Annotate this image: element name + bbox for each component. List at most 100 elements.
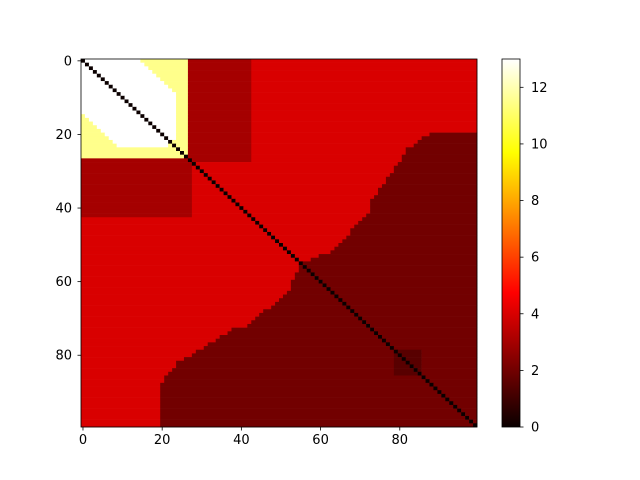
y-tick-label: 0 (64, 54, 72, 69)
heatmap-cell-run (267, 231, 272, 236)
heatmap-cell-run (81, 243, 280, 247)
heatmap-cell-run (187, 88, 252, 93)
heatmap-cell-run (350, 231, 478, 236)
heatmap-cell-run (176, 114, 189, 119)
heatmap-cell-run (176, 125, 189, 130)
heatmap-cell-run (81, 187, 193, 192)
heatmap-cell-run (81, 103, 129, 108)
heatmap-cell-run (112, 88, 117, 93)
heatmap-cell-run (81, 176, 193, 181)
heatmap-cell-run (421, 360, 478, 365)
heatmap-cell-run (290, 283, 323, 288)
heatmap-cell-run (81, 390, 161, 395)
heatmap-cell-run (187, 136, 252, 141)
heatmap-cell-run (441, 390, 478, 395)
heatmap-cell-run (409, 364, 414, 369)
heatmap-cell-run (401, 353, 422, 358)
heatmap-cell-run (251, 114, 478, 119)
heatmap-cell-run (136, 106, 177, 111)
heatmap-cell-run (81, 412, 161, 417)
heatmap-cell-run (251, 84, 478, 89)
heatmap-cell-run (397, 162, 478, 167)
heatmap-cell-run (405, 147, 478, 152)
heatmap-cell-run (176, 95, 189, 100)
heatmap-cell-run (191, 165, 197, 170)
heatmap-cell-run (203, 173, 209, 178)
heatmap-cell-run (92, 121, 149, 126)
heatmap-cell-run (187, 114, 252, 119)
heatmap-cell-run (306, 265, 478, 270)
colorbar-tick-label: 10 (531, 137, 548, 152)
heatmap-cell-run (81, 206, 193, 211)
heatmap-cell-run (191, 202, 236, 207)
heatmap-cell-run (81, 316, 256, 321)
heatmap-cell-run (421, 349, 478, 354)
heatmap-cell-run (251, 320, 363, 325)
heatmap-cell-run (88, 117, 145, 122)
heatmap-cell-run (176, 103, 189, 108)
heatmap-cell-run (370, 202, 478, 207)
heatmap-cell-run (81, 224, 260, 229)
heatmap-cell-run (251, 110, 478, 115)
heatmap-cell-run (81, 209, 193, 214)
heatmap-cell-run (81, 342, 209, 347)
heatmap-cell-run (191, 206, 240, 211)
heatmap-cell-run (322, 283, 327, 288)
heatmap-cell-run (168, 143, 173, 148)
heatmap-cell-run (370, 323, 478, 328)
heatmap-cell-run (128, 99, 177, 104)
heatmap-cell-run (298, 261, 304, 266)
heatmap-cell-run (290, 287, 327, 292)
heatmap-cell-run (81, 294, 284, 299)
heatmap-cell-run (187, 77, 252, 82)
heatmap-cell-run (168, 371, 395, 376)
heatmap-cell-run (290, 250, 331, 255)
heatmap-cell-run (346, 235, 478, 240)
heatmap-cell-run (120, 95, 125, 100)
heatmap-cell-run (96, 125, 153, 130)
heatmap-cell-run (160, 393, 442, 398)
heatmap-cell-run (191, 353, 395, 358)
heatmap-cell-run (389, 173, 478, 178)
heatmap-cell-run (421, 353, 478, 358)
heatmap-cell-run (239, 202, 371, 207)
heatmap-cell-run (251, 143, 414, 148)
heatmap-cell-run (366, 320, 478, 325)
colorbar-tick-label: 2 (531, 364, 539, 379)
y-tick-label: 80 (55, 349, 72, 364)
heatmap-cell-run (191, 180, 212, 185)
heatmap-cell-run (81, 364, 177, 369)
heatmap-cell-run (81, 77, 102, 82)
heatmap-cell-run (191, 195, 228, 200)
heatmap-cell-run (465, 415, 470, 420)
heatmap-cell-run (81, 121, 94, 126)
heatmap-cell-run (176, 110, 189, 115)
heatmap-cell-run (294, 272, 311, 277)
heatmap-cell-run (176, 121, 189, 126)
heatmap-cell-run (207, 176, 212, 181)
heatmap-cell-run (84, 62, 90, 67)
heatmap-cell-run (235, 198, 371, 203)
heatmap-cell-run (421, 368, 478, 373)
heatmap-cell-run (401, 154, 478, 159)
heatmap-cell-run (81, 254, 292, 259)
heatmap-cell-run (413, 143, 478, 148)
heatmap-cell-run (318, 254, 478, 259)
heatmap-cell-run (187, 73, 252, 78)
heatmap-cell-run (294, 257, 300, 262)
heatmap-cell-run (191, 187, 220, 192)
heatmap-cell-run (191, 176, 209, 181)
heatmap-cell-run (176, 360, 395, 365)
heatmap-cell-run (104, 77, 161, 82)
heatmap-cell-run (425, 375, 478, 380)
heatmap-cell-run (263, 224, 355, 229)
heatmap-cell-run (81, 305, 272, 310)
heatmap-cell-run (176, 147, 181, 152)
heatmap-cell-run (81, 220, 256, 225)
heatmap-cell-run (346, 305, 351, 310)
heatmap-cell-run (275, 301, 343, 306)
heatmap-cell-run (81, 162, 193, 167)
heatmap-cell-run (381, 335, 478, 339)
heatmap-cell-run (275, 239, 280, 244)
